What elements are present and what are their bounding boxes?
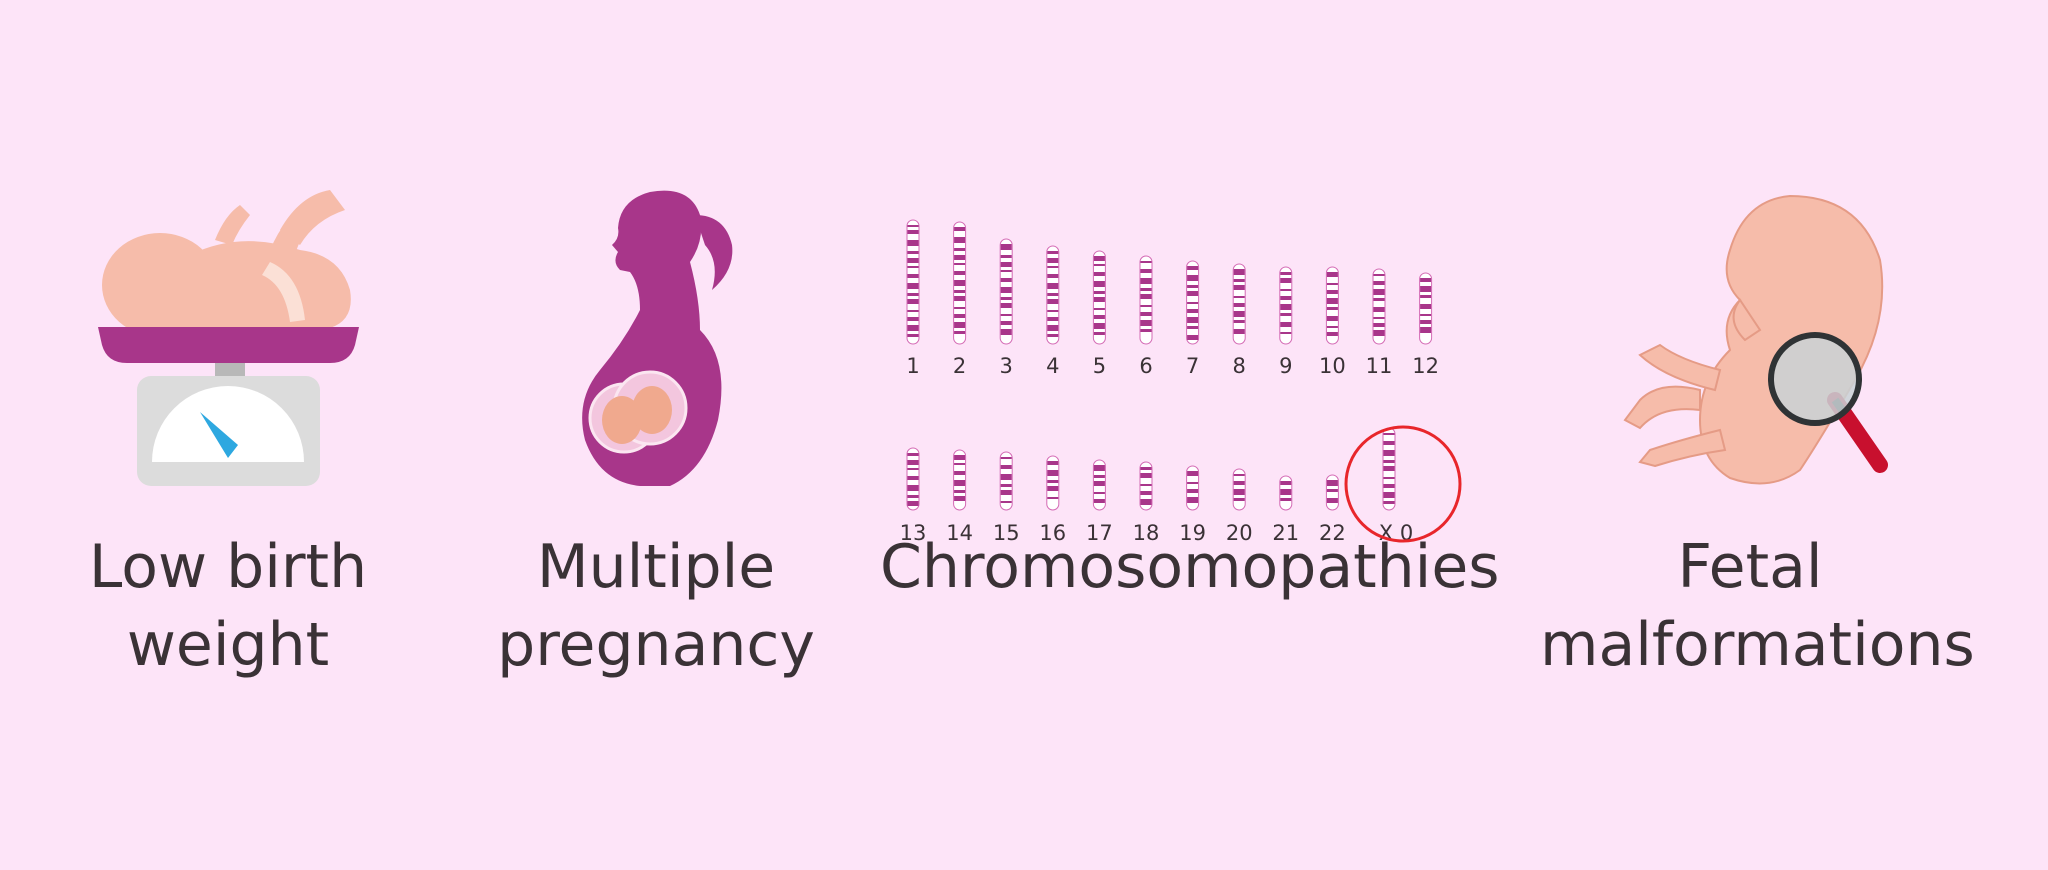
chromosome	[953, 449, 967, 511]
chromosome	[1325, 474, 1339, 511]
chromosome-label: 11	[1366, 354, 1393, 378]
chromosome	[1325, 266, 1339, 345]
caption-line: pregnancy	[497, 610, 815, 680]
chromosome	[1232, 468, 1246, 511]
chromosome	[1279, 266, 1293, 345]
chromosome	[1186, 465, 1200, 511]
chromosome	[1092, 250, 1106, 345]
chromosome-label: 17	[1086, 521, 1113, 545]
chromosome-label: 20	[1226, 521, 1253, 545]
caption-fetal-malformations: Fetal malformations	[1540, 528, 1975, 684]
chromosome	[1092, 459, 1106, 511]
caption-line: malformations	[1540, 610, 1975, 680]
chromosome	[1139, 461, 1153, 511]
chromosome	[999, 451, 1013, 511]
caption-multiple-pregnancy: Multiple pregnancy	[446, 528, 866, 684]
caption-line: Chromosomopathies	[880, 532, 1500, 602]
chromosome	[1419, 272, 1433, 345]
chromosome-label: 14	[946, 521, 973, 545]
caption-line: weight	[126, 610, 330, 680]
chromosome-label: 8	[1233, 354, 1246, 378]
chromosome	[1046, 245, 1060, 345]
chromosome-label: 21	[1272, 521, 1299, 545]
chromosome	[1232, 263, 1246, 345]
chromosome-label: 13	[900, 521, 927, 545]
chromosome-label: 5	[1093, 354, 1106, 378]
chromosome-label: 12	[1412, 354, 1439, 378]
chromosome	[906, 447, 920, 511]
caption-line: Low birth	[88, 532, 368, 602]
chromosome	[1382, 427, 1396, 511]
chromosome	[1186, 260, 1200, 345]
chromosome-label: 1	[906, 354, 919, 378]
chromosome-label: 19	[1179, 521, 1206, 545]
pregnant-woman-icon	[582, 190, 733, 487]
caption-line: Multiple	[536, 532, 776, 602]
chromosome-label: 18	[1133, 521, 1160, 545]
caption-chromosomopathies: Chromosomopathies	[880, 528, 1500, 606]
fetus-magnifier-icon	[1623, 194, 1888, 485]
chromosome-label: 22	[1319, 521, 1346, 545]
chromosome-label: 7	[1186, 354, 1199, 378]
chromosome-label: 2	[953, 354, 966, 378]
chromosome-label: 6	[1139, 354, 1152, 378]
chromosome	[906, 219, 920, 345]
chromosome	[1372, 268, 1386, 345]
chromosome	[1046, 455, 1060, 511]
chromosome-label: 9	[1279, 354, 1292, 378]
caption-low-birth-weight: Low birth weight	[18, 528, 438, 684]
chromosome-label: 16	[1039, 521, 1066, 545]
chromosome	[1279, 475, 1293, 511]
baby-on-scale-icon	[98, 190, 359, 486]
chromosome	[953, 221, 967, 345]
chromosome	[1139, 255, 1153, 345]
chromosome-label: 10	[1319, 354, 1346, 378]
caption-line: Fetal	[1677, 532, 1823, 602]
highlight-circle	[1344, 425, 1462, 543]
chromosome-label: 4	[1046, 354, 1059, 378]
chromosome-label: 3	[1000, 354, 1013, 378]
chromosome-label: 15	[993, 521, 1020, 545]
chromosome	[999, 238, 1013, 345]
